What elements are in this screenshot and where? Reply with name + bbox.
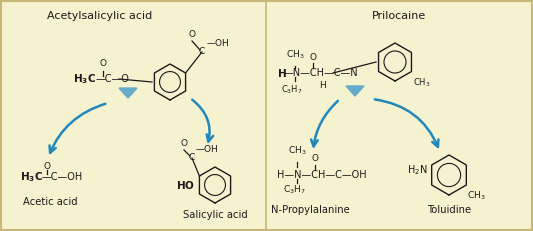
Text: Acetylsalicylic acid: Acetylsalicylic acid [47,11,152,21]
Text: H—N—CH—C—OH: H—N—CH—C—OH [277,170,367,180]
Text: CH$_3$: CH$_3$ [288,145,306,157]
Text: O: O [181,139,188,148]
Text: $\mathbf{H_3C}$: $\mathbf{H_3C}$ [73,72,96,86]
Text: O: O [310,53,317,62]
Text: C: C [199,48,205,57]
Text: O: O [189,30,196,39]
Text: $\mathbf{H}$: $\mathbf{H}$ [277,67,287,79]
Text: Prilocaine: Prilocaine [372,11,426,21]
Polygon shape [119,88,137,98]
Text: C$_3$H$_7$: C$_3$H$_7$ [282,183,305,195]
Text: CH$_3$: CH$_3$ [286,49,304,61]
Polygon shape [346,86,364,96]
Text: $\mathbf{H_3C}$: $\mathbf{H_3C}$ [20,170,43,184]
Text: C$_3$H$_7$: C$_3$H$_7$ [281,83,303,95]
Text: —C—OH: —C—OH [42,172,83,182]
Text: O: O [100,59,107,68]
Text: Acetic acid: Acetic acid [23,197,77,207]
Text: —OH: —OH [196,146,219,155]
Text: N-Propylalanine: N-Propylalanine [271,205,349,215]
Text: —C—O: —C—O [96,74,130,84]
Text: Toluidine: Toluidine [427,205,471,215]
Text: H: H [320,81,326,90]
Text: O: O [311,154,319,163]
Text: —OH: —OH [207,40,230,49]
Text: —N—CH—C—N: —N—CH—C—N [284,68,359,78]
Text: CH$_3$: CH$_3$ [414,76,431,89]
Text: H$_2$N: H$_2$N [407,163,427,177]
Text: CH$_3$: CH$_3$ [467,189,486,201]
Text: C: C [189,154,195,162]
Text: $\mathbf{HO}$: $\mathbf{HO}$ [176,179,195,191]
Text: O: O [44,162,51,171]
Text: Salicylic acid: Salicylic acid [183,210,247,220]
